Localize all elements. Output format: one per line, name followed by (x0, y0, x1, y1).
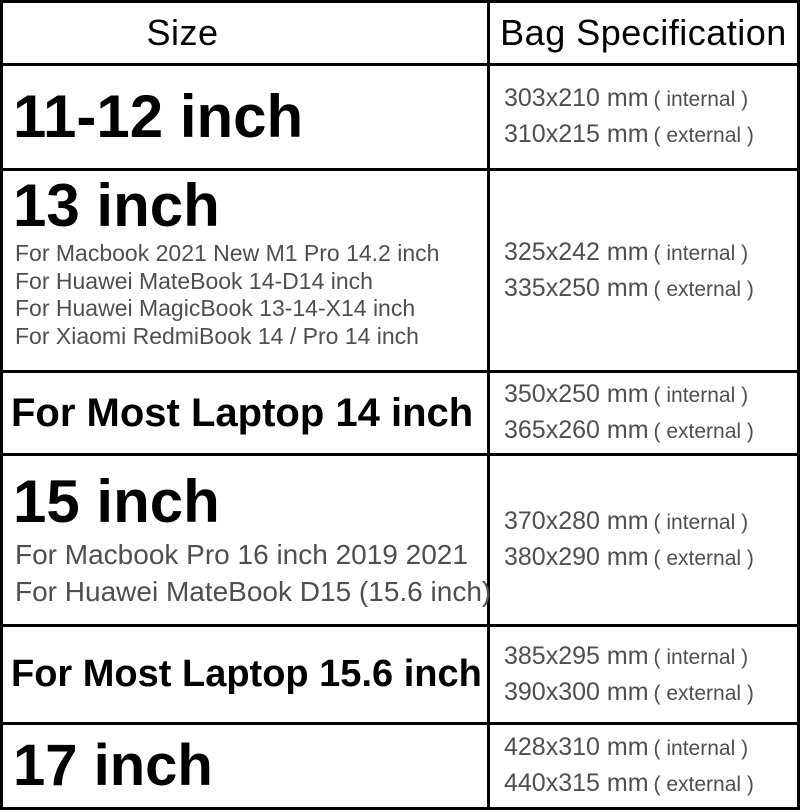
spec-cell: 370x280 mm( internal ) 380x290 mm( exter… (490, 456, 797, 624)
spec-cell: 325x242 mm( internal ) 335x250 mm( exter… (490, 171, 797, 370)
compatible-model: For Macbook Pro 16 inch 2019 2021 (15, 538, 468, 570)
spec-line-internal: 303x210 mm( internal ) (504, 81, 797, 117)
spec-cell: 385x295 mm( internal ) 390x300 mm( exter… (490, 627, 797, 722)
spec-dims: 390x300 mm (504, 677, 649, 706)
header-cell-size: Size (3, 3, 490, 63)
table-row-11-12-inch: 11-12 inch 303x210 mm( internal ) 310x21… (3, 66, 797, 171)
spec-scope-label: ( external ) (653, 277, 754, 301)
table-row-13-inch: 13 inch For Macbook 2021 New M1 Pro 14.2… (3, 171, 797, 373)
spec-dims: 385x295 mm (504, 641, 649, 670)
table-row-15-inch: 15 inch For Macbook Pro 16 inch 2019 202… (3, 456, 797, 627)
spec-dims: 350x250 mm (504, 380, 649, 408)
size-title: For Most Laptop 14 inch (11, 390, 474, 435)
size-cell: 17 inch (3, 725, 490, 807)
spec-line-internal: 350x250 mm( internal ) (504, 377, 797, 413)
header-label-bag-specification: Bag Specification (500, 12, 787, 53)
spec-scope-label: ( external ) (653, 681, 754, 705)
size-cell: For Most Laptop 15.6 inch (3, 627, 490, 722)
spec-line-external: 380x290 mm( external ) (504, 540, 797, 576)
compatible-model: For Xiaomi RedmiBook 14 / Pro 14 inch (15, 322, 419, 349)
compatible-models-list: For Macbook 2021 New M1 Pro 14.2 inch Fo… (3, 237, 487, 350)
spec-line-internal: 325x242 mm( internal ) (504, 235, 797, 271)
spec-scope-label: ( external ) (653, 420, 754, 443)
table-row-17-inch: 17 inch 428x310 mm( internal ) 440x315 m… (3, 725, 797, 807)
size-title: 15 inch (13, 467, 220, 535)
compatible-model: For Huawei MagicBook 13-14-X14 inch (15, 295, 416, 321)
spec-cell: 350x250 mm( internal ) 365x260 mm( exter… (490, 373, 797, 453)
spec-scope-label: ( internal ) (653, 88, 749, 111)
spec-line-external: 310x215 mm( external ) (504, 117, 797, 153)
spec-line-external: 335x250 mm( external ) (504, 271, 797, 307)
spec-scope-label: ( internal ) (653, 241, 749, 265)
spec-dims: 365x260 mm (504, 416, 649, 444)
size-title: 11-12 inch (13, 83, 304, 150)
spec-cell: 303x210 mm( internal ) 310x215 mm( exter… (490, 66, 797, 168)
compatible-model: For Huawei MateBook D15 (15.6 inch) (15, 575, 492, 607)
spec-line-external: 440x315 mm( external ) (504, 766, 797, 802)
spec-scope-label: ( external ) (653, 124, 754, 147)
spec-dims: 310x215 mm (504, 120, 649, 148)
spec-dims: 335x250 mm (504, 273, 649, 302)
size-cell: For Most Laptop 14 inch (3, 373, 490, 453)
compatible-model: For Huawei MateBook 14-D14 inch (15, 267, 373, 294)
spec-scope-label: ( internal ) (653, 384, 749, 407)
size-title: 13 inch (13, 172, 220, 239)
spec-dims: 370x280 mm (504, 507, 649, 535)
spec-scope-label: ( internal ) (653, 645, 749, 669)
spec-dims: 303x210 mm (504, 84, 649, 112)
spec-line-external: 390x300 mm( external ) (504, 675, 797, 711)
table-header-row: Size Bag Specification (3, 3, 797, 66)
compatible-model: For Macbook 2021 New M1 Pro 14.2 inch (15, 240, 440, 266)
size-title: For Most Laptop 15.6 inch (11, 653, 482, 695)
spec-dims: 440x315 mm (504, 769, 649, 797)
spec-scope-label: ( internal ) (653, 737, 749, 760)
spec-scope-label: ( internal ) (653, 511, 749, 534)
header-cell-bag-specification: Bag Specification (490, 3, 797, 63)
size-cell: 13 inch For Macbook 2021 New M1 Pro 14.2… (3, 171, 490, 370)
size-cell: 15 inch For Macbook Pro 16 inch 2019 202… (3, 456, 492, 624)
size-title: 17 inch (13, 733, 213, 798)
size-cell: 11-12 inch (3, 66, 490, 168)
spec-scope-label: ( external ) (653, 547, 754, 570)
spec-line-internal: 428x310 mm( internal ) (504, 730, 797, 766)
compatible-models-list: For Macbook Pro 16 inch 2019 2021 For Hu… (3, 533, 492, 610)
table-row-14-inch: For Most Laptop 14 inch 350x250 mm( inte… (3, 373, 797, 456)
spec-dims: 325x242 mm (504, 237, 649, 266)
spec-line-external: 365x260 mm( external ) (504, 413, 797, 449)
spec-dims: 428x310 mm (504, 733, 649, 761)
spec-cell: 428x310 mm( internal ) 440x315 mm( exter… (490, 725, 797, 807)
header-label-size: Size (146, 12, 219, 53)
table-row-15-6-inch: For Most Laptop 15.6 inch 385x295 mm( in… (3, 627, 797, 725)
spec-dims: 380x290 mm (504, 543, 649, 571)
spec-scope-label: ( external ) (653, 773, 754, 796)
spec-line-internal: 385x295 mm( internal ) (504, 639, 797, 675)
spec-line-internal: 370x280 mm( internal ) (504, 504, 797, 540)
